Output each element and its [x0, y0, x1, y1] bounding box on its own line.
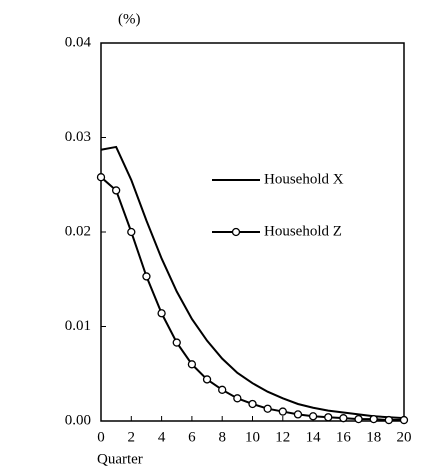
point: [142, 272, 151, 281]
y-unit-label: (%): [118, 11, 141, 27]
point: [324, 413, 333, 422]
x-tick-label: 2: [128, 429, 136, 445]
point: [399, 415, 409, 425]
point: [369, 414, 378, 424]
x-axis-label: Quarter: [97, 451, 143, 467]
point: [218, 385, 227, 394]
x-tick-label: 8: [218, 429, 226, 445]
legend-label: Household Z: [264, 223, 342, 239]
x-tick-label: 18: [366, 429, 381, 445]
legend-marker: [231, 227, 241, 237]
series-line: [100, 145, 405, 420]
legend-label: Household X: [264, 171, 344, 187]
y-tick-label: 0.02: [65, 223, 91, 239]
x-tick-label: 10: [245, 429, 260, 445]
point: [248, 399, 257, 409]
point: [187, 360, 197, 369]
point: [339, 414, 348, 423]
x-tick-label: 4: [158, 429, 166, 445]
point: [202, 375, 212, 384]
y-tick-label: 0.03: [65, 129, 91, 145]
point: [96, 173, 106, 182]
x-tick-label: 0: [97, 429, 105, 445]
point: [278, 407, 287, 416]
x-tick-label: 20: [397, 429, 412, 445]
x-tick-label: 16: [336, 429, 352, 445]
y-tick-label: 0.01: [65, 318, 91, 334]
point: [157, 309, 166, 318]
point: [308, 412, 318, 421]
point: [172, 338, 181, 347]
point: [127, 227, 136, 237]
point: [354, 414, 363, 424]
x-tick-label: 6: [188, 429, 196, 445]
x-tick-label: 12: [275, 429, 290, 445]
point: [263, 404, 272, 413]
y-tick-label: 0.04: [65, 34, 92, 50]
x-tick-label: 14: [306, 429, 322, 445]
point: [233, 394, 242, 403]
point: [384, 415, 394, 425]
point: [112, 186, 121, 195]
y-tick-label: 0.00: [65, 412, 91, 428]
point: [293, 410, 303, 419]
